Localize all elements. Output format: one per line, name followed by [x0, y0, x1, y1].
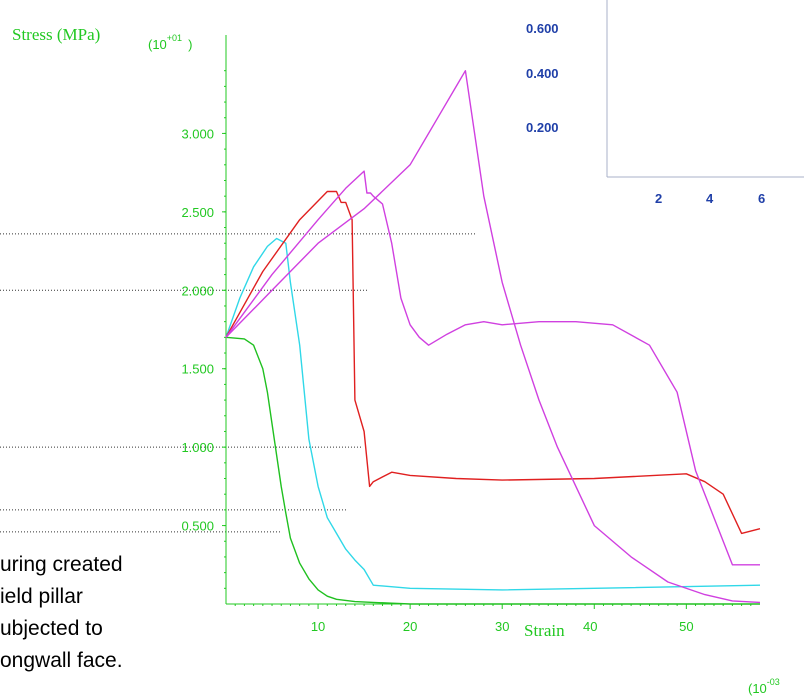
x-tick-label: 40	[583, 619, 597, 634]
x-tick-label: 30	[495, 619, 509, 634]
y-tick-label: 1.500	[181, 362, 214, 377]
caption-line: ield pillar	[0, 585, 83, 608]
x-tick-label: 20	[403, 619, 417, 634]
x-tick-label: 50	[679, 619, 693, 634]
x-scale-label: (10-03	[748, 677, 780, 696]
y-scale-label: (10+01)	[148, 33, 192, 52]
inset-y-tick-label: 0.200	[526, 120, 559, 135]
caption: uring created ield pillar ubjected to on…	[0, 553, 123, 672]
x-tick-label: 10	[311, 619, 325, 634]
inset-x-tick-label: 2	[655, 191, 662, 206]
series-line	[225, 69, 761, 604]
inset-chart: 0.600 0.400 0.200 2 4 6	[526, 0, 804, 206]
caption-line: ongwall face.	[0, 649, 123, 672]
inset-y-tick-label: 0.600	[526, 21, 559, 36]
x-axis-label: Strain	[524, 621, 565, 640]
y-ticks: 0.500 1.000 1.500 2.000 2.500 3.000	[181, 70, 226, 589]
caption-line: uring created	[0, 553, 123, 576]
y-tick-label: 3.000	[181, 126, 214, 141]
y-axis-label: Stress (MPa)	[12, 25, 100, 44]
series-line	[225, 237, 761, 591]
x-ticks: 40 10 20 30 50	[234, 604, 752, 634]
caption-line: ubjected to	[0, 617, 103, 640]
inset-y-tick-label: 0.400	[526, 66, 559, 81]
series-line	[225, 190, 761, 535]
y-tick-label: 0.500	[181, 519, 214, 534]
series-group	[225, 69, 761, 605]
y-tick-label: 2.500	[181, 205, 214, 220]
inset-x-tick-label: 4	[706, 191, 714, 206]
y-tick-label: 1.000	[181, 440, 214, 455]
y-tick-label: 2.000	[181, 283, 214, 298]
series-line	[225, 336, 760, 605]
inset-x-tick-label: 6	[758, 191, 765, 206]
reference-lines	[0, 233, 475, 533]
series-line	[225, 170, 760, 566]
